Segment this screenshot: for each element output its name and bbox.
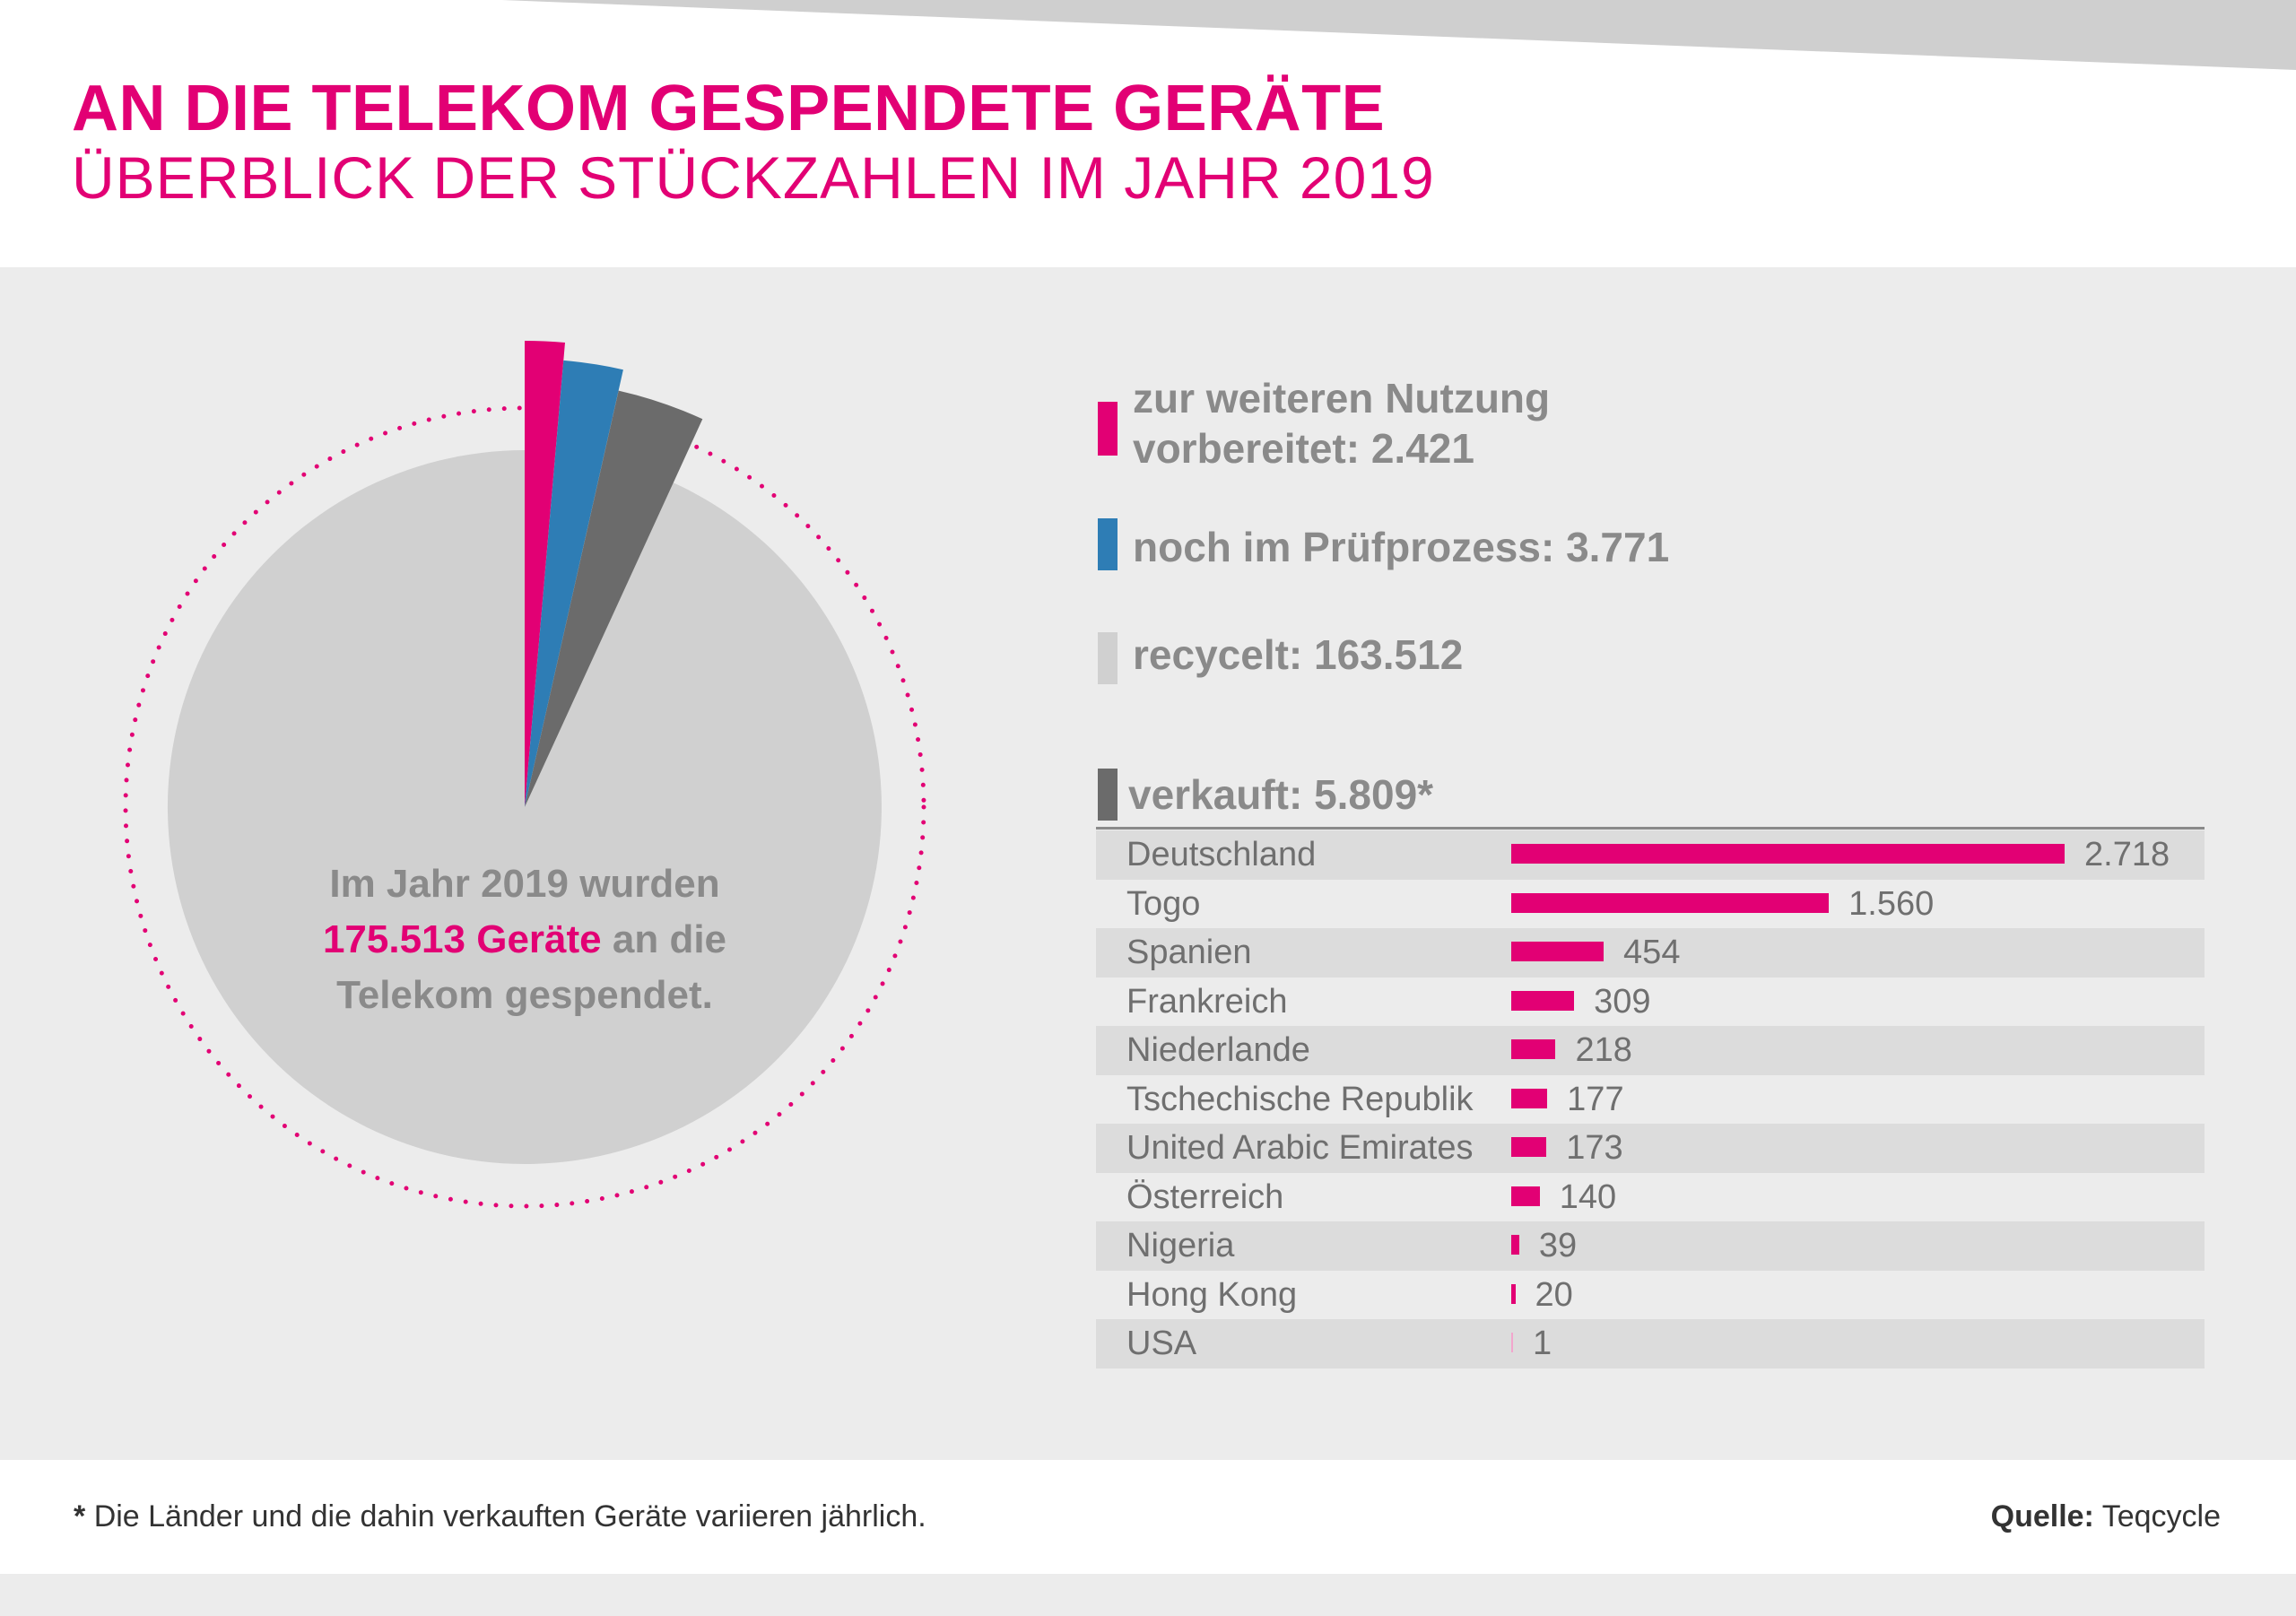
- pie-dotted-ring: [123, 405, 926, 1209]
- bar-mark: [1511, 1333, 1513, 1352]
- source-value: Teqcycle: [2101, 1499, 2221, 1533]
- value-label: 20: [1535, 1275, 1573, 1314]
- country-label: Spanien: [1126, 934, 1252, 971]
- table-row: Niederlande 218: [1096, 1026, 2205, 1075]
- value-label: 309: [1594, 982, 1651, 1021]
- legend-swatch-sold: [1098, 769, 1118, 821]
- bar-mark: [1511, 1137, 1547, 1157]
- value-label: 454: [1623, 934, 1681, 971]
- table-row: Togo 1.560: [1096, 880, 2205, 929]
- summary-rest: an die Telekom gespendet.: [336, 917, 727, 1017]
- legend-swatch-recycled: [1098, 632, 1118, 684]
- table-row: Tschechische Republik 177: [1096, 1075, 2205, 1125]
- source-label: Quelle:: [1990, 1499, 2094, 1533]
- value-label: 140: [1559, 1177, 1617, 1216]
- bar-mark: [1511, 1088, 1548, 1108]
- value-label: 39: [1538, 1227, 1578, 1264]
- country-label: Niederlande: [1126, 1031, 1310, 1069]
- footnote: * Die Länder und die dahin verkauften Ge…: [74, 1499, 926, 1534]
- summary-intro: Im Jahr 2019 wurden: [329, 862, 720, 906]
- page-subtitle: ÜBERBLICK DER STÜCKZAHLEN IM JAHR 2019: [72, 144, 1435, 211]
- value-label: 1: [1533, 1325, 1552, 1362]
- bar-mark: [1511, 1186, 1540, 1206]
- legend-item-recycled: recycelt: 163.512: [1133, 631, 1464, 678]
- pie-slice: [525, 360, 623, 807]
- country-label: Deutschland: [1126, 836, 1317, 873]
- table-row: Nigeria 39: [1096, 1221, 2205, 1271]
- table-row: United Arabic Emirates 173: [1096, 1124, 2205, 1173]
- country-label: Tschechische Republik: [1126, 1080, 1474, 1118]
- donation-summary: Im Jahr 2019 wurden 175.513 Geräte an di…: [269, 856, 780, 1023]
- country-label: Österreich: [1126, 1177, 1284, 1216]
- table-row: Deutschland 2.718: [1096, 830, 2205, 880]
- country-label: United Arabic Emirates: [1126, 1129, 1474, 1167]
- country-sales-table: Deutschland 2.718 Togo 1.560 Spanien 454 Fr…: [1096, 830, 2205, 1368]
- value-label: 173: [1566, 1129, 1623, 1167]
- table-row: Hong Kong 20: [1096, 1271, 2205, 1320]
- footer-band: [0, 1574, 2296, 1616]
- country-label: Frankreich: [1126, 982, 1288, 1021]
- pie-slice: [525, 390, 703, 807]
- summary-total: 175.513 Geräte: [322, 917, 602, 961]
- legend-item-prepared: zur weiteren Nutzung vorbereitet: 2.421: [1133, 375, 1551, 472]
- header-decoration: [502, 0, 2296, 70]
- country-label: Nigeria: [1126, 1227, 1235, 1264]
- source-credit: Quelle: Teqcycle: [1991, 1499, 2221, 1534]
- legend-item-testing: noch im Prüfprozess: 3.771: [1133, 524, 1670, 570]
- bar-mark: [1511, 892, 1830, 913]
- value-label: 177: [1567, 1080, 1624, 1118]
- legend-swatch-prepared: [1098, 402, 1118, 456]
- table-row: Österreich 140: [1096, 1173, 2205, 1222]
- legend-swatch-testing: [1098, 518, 1118, 570]
- footnote-text: Die Länder und die dahin verkauften Gerä…: [93, 1499, 926, 1533]
- pie-slice: [525, 341, 565, 807]
- table-row: Frankreich 309: [1096, 977, 2205, 1027]
- bar-mark: [1511, 844, 2065, 864]
- table-row: Spanien 454: [1096, 928, 2205, 977]
- pie-slice: [167, 450, 882, 1164]
- bar-mark: [1511, 942, 1605, 961]
- bar-mark: [1511, 1283, 1516, 1304]
- country-label: Togo: [1126, 884, 1201, 923]
- bar-mark: [1511, 1039, 1556, 1059]
- value-label: 2.718: [2084, 836, 2170, 873]
- table-row: USA 1: [1096, 1319, 2205, 1368]
- value-label: 218: [1575, 1031, 1632, 1069]
- pie-chart: [123, 341, 926, 1209]
- legend-item-sold: verkauft: 5.809*: [1128, 771, 1434, 818]
- value-label: 1.560: [1848, 884, 1935, 923]
- footnote-marker: *: [74, 1499, 86, 1533]
- bar-mark: [1511, 990, 1575, 1011]
- bar-mark: [1511, 1235, 1519, 1255]
- page-title: AN DIE TELEKOM GESPENDETE GERÄTE: [72, 73, 1386, 144]
- table-divider: [1096, 827, 2205, 830]
- country-label: Hong Kong: [1126, 1275, 1298, 1314]
- country-label: USA: [1126, 1325, 1197, 1362]
